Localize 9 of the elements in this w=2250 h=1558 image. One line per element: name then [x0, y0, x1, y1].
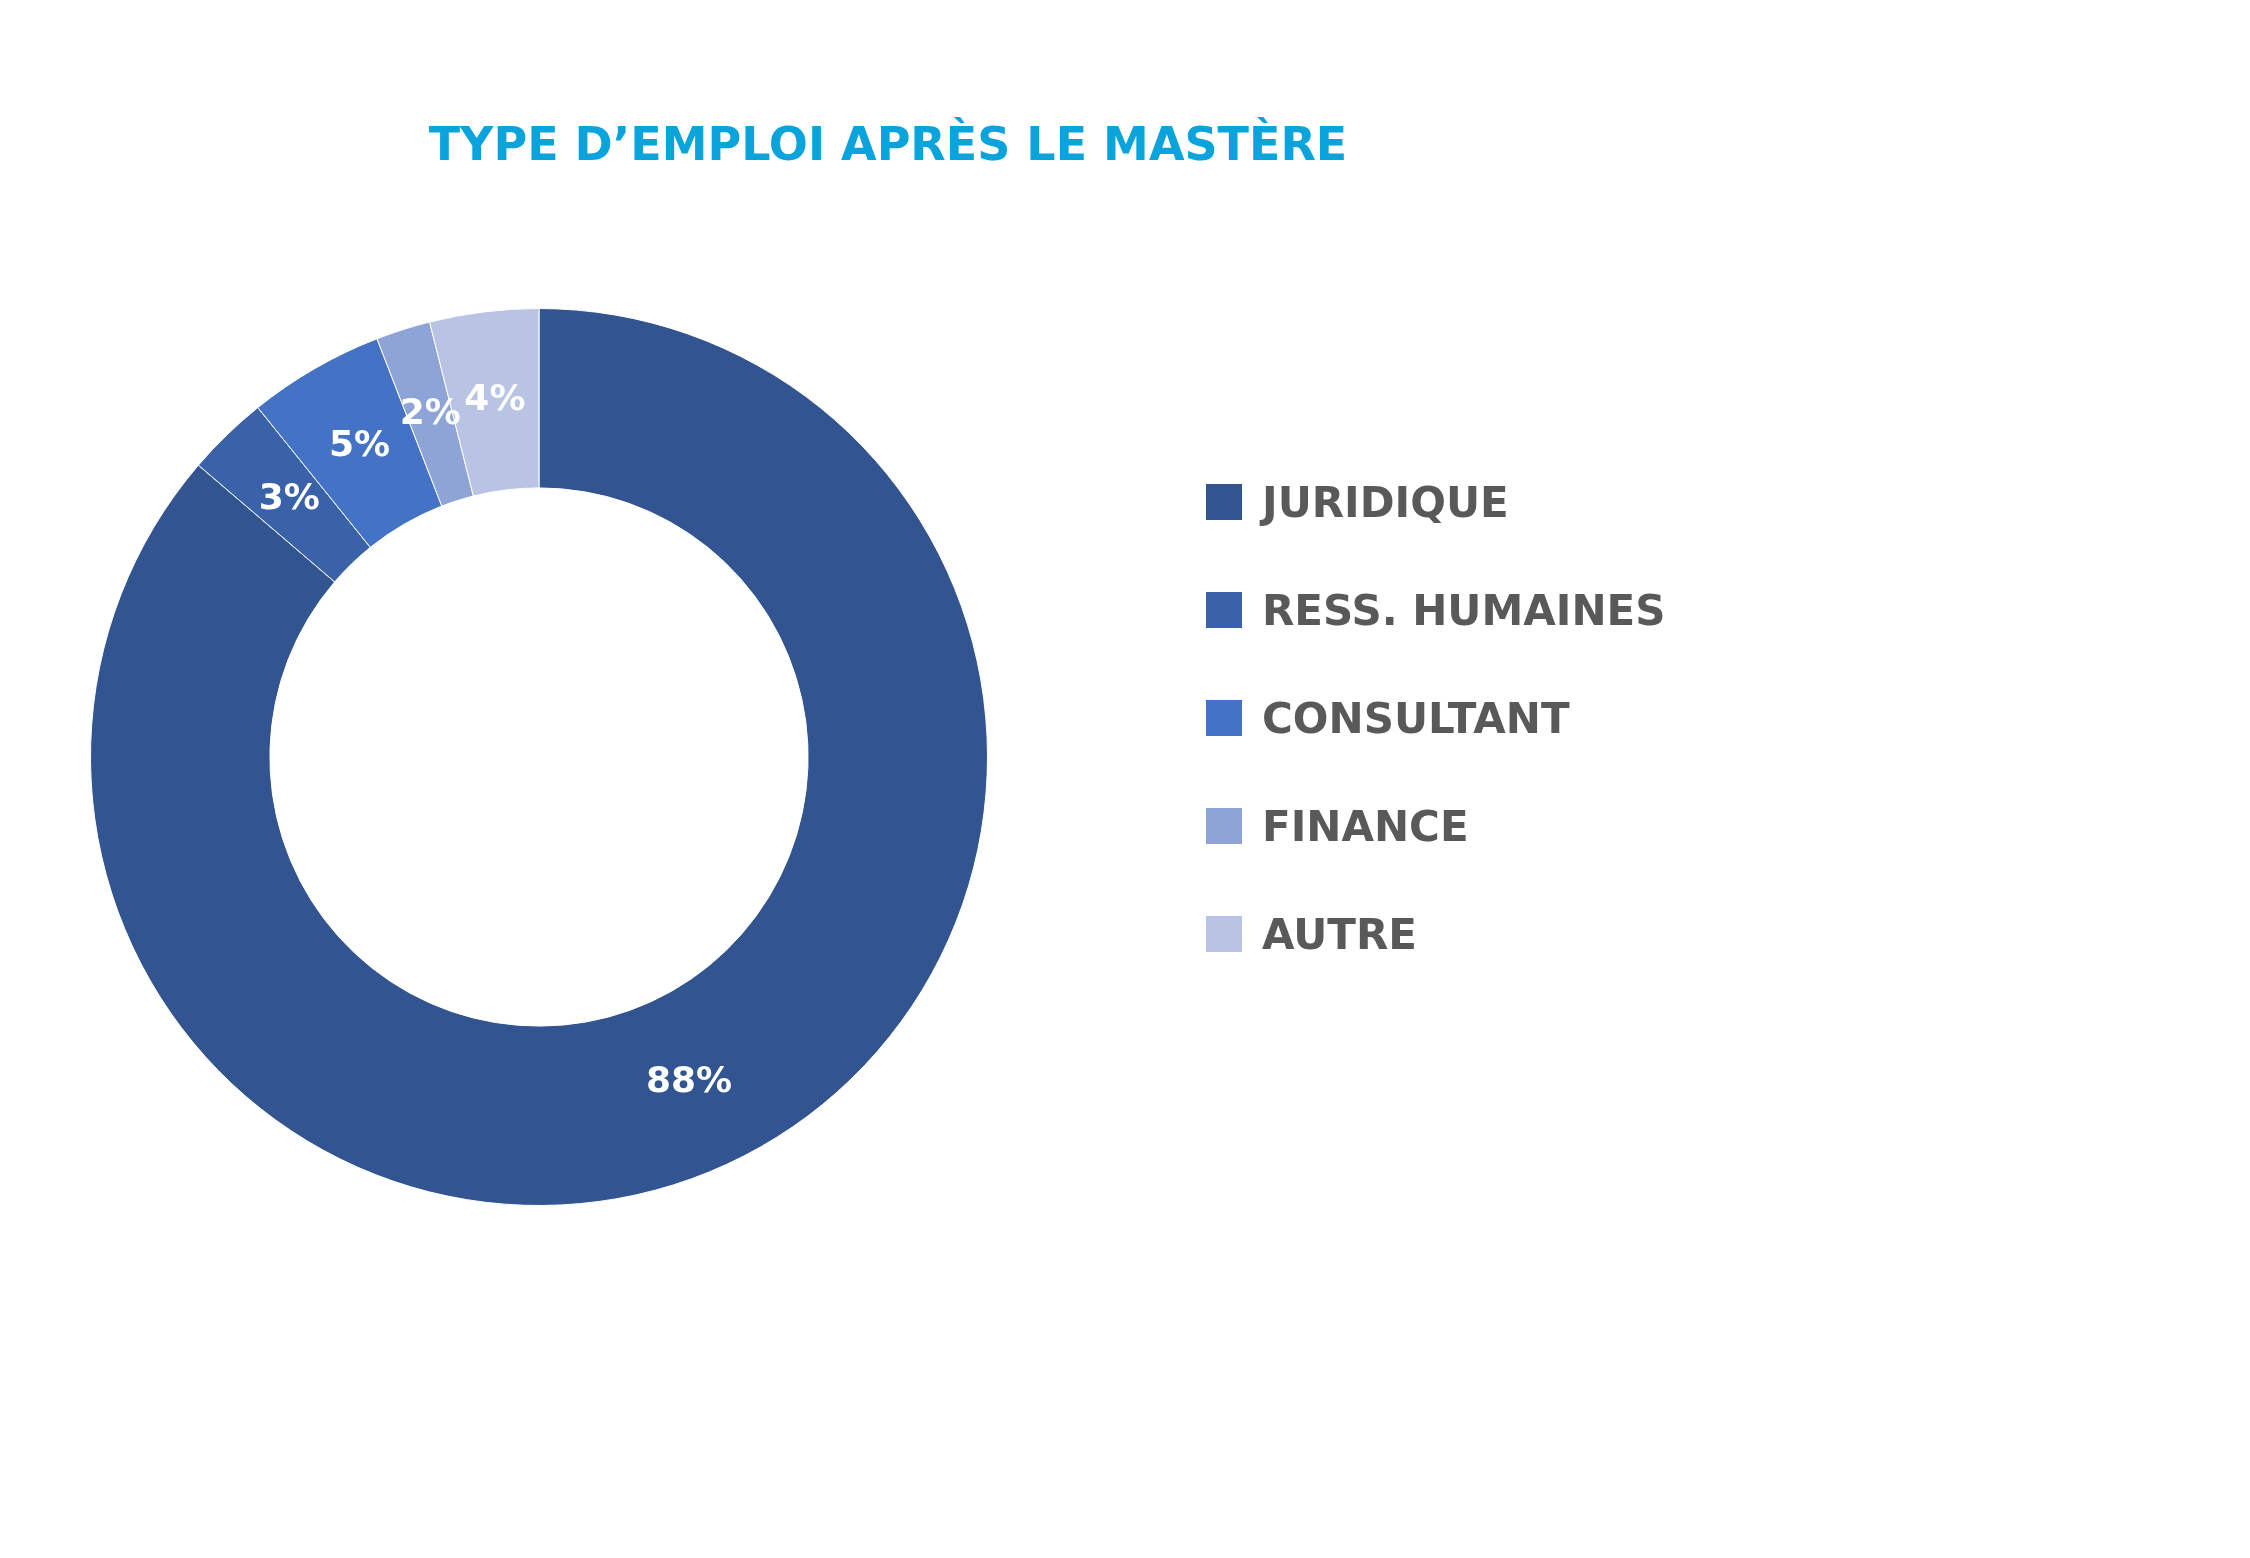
legend-label: CONSULTANT [1262, 693, 1570, 743]
data-label: 3% [258, 475, 320, 517]
legend-label: RESS. HUMAINES [1262, 585, 1666, 635]
legend-label: AUTRE [1262, 909, 1417, 959]
legend-label: FINANCE [1262, 801, 1469, 851]
chart-title: TYPE D’EMPLOI APRÈS LE MASTÈRE [428, 116, 1348, 171]
data-label: 88% [645, 1059, 733, 1101]
data-label: 5% [329, 422, 391, 464]
data-label: 4% [464, 377, 526, 419]
